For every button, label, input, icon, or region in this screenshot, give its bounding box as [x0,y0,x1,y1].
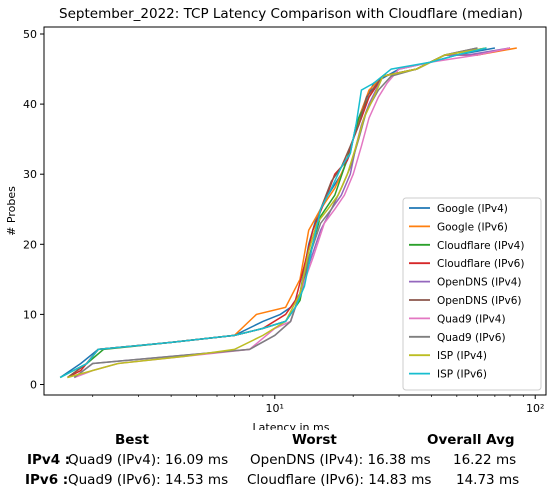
header-worst: Worst [292,432,337,448]
legend-entry: OpenDNS (IPv6) [437,295,522,307]
legend-box [402,197,542,391]
series-line-10 [59,47,487,379]
x-axis-ticks: 10¹ 10² [92,395,544,415]
legend-entry: Quad9 (IPv6) [437,332,506,344]
legend-entry: ISP (IPv4) [437,350,487,362]
y-axis-ticks: 0 10 20 30 40 50 [23,28,44,391]
y-tick-label: 0 [30,378,37,391]
y-tick-label: 50 [23,28,37,41]
legend: Google (IPv4) Google (IPv6) Cloudflare (IP… [402,197,542,391]
y-tick-label: 10 [23,308,37,321]
legend-entry: OpenDNS (IPv4) [437,277,522,289]
header-overall-avg: Overall Avg [427,432,515,448]
summary-table: Best Worst Overall Avg IPv4 : Quad9 (IPv… [0,430,551,494]
best-ipv4: Quad9 (IPv4): 16.09 ms [68,452,229,468]
y-axis-label: # Probes [5,186,18,236]
y-tick-label: 40 [23,98,37,111]
avg-ipv4: 16.22 ms [453,452,517,468]
series-line-8 [73,47,478,379]
best-ipv6: Quad9 (IPv6): 14.53 ms [68,472,229,488]
x-tick-label: 10² [526,402,544,415]
x-axis-label: Latency in ms [253,421,330,430]
legend-entry: Quad9 (IPv4) [437,313,506,325]
row-label-ipv6: IPv6 : [25,472,69,488]
worst-ipv6: Cloudflare (IPv6): 14.83 ms [247,472,432,488]
legend-entry: Cloudflare (IPv4) [437,240,524,252]
plot-lines [59,47,517,379]
legend-entry: Google (IPv6) [437,221,508,233]
plot-frame [43,26,547,396]
x-tick-label: 10¹ [266,402,284,415]
legend-entry: Cloudflare (IPv6) [437,258,524,270]
series-line-9 [67,47,487,379]
legend-entry: Google (IPv4) [437,203,508,215]
chart-title: September_2022: TCP Latency Comparison w… [59,6,523,22]
worst-ipv4: OpenDNS (IPv4): 16.38 ms [250,452,431,468]
legend-entry: ISP (IPv6) [437,369,487,381]
avg-ipv6: 14.73 ms [456,472,520,488]
y-tick-label: 20 [23,238,37,251]
latency-chart: September_2022: TCP Latency Comparison w… [5,6,547,430]
y-tick-label: 30 [23,168,37,181]
row-label-ipv4: IPv4 : [27,452,71,468]
header-best: Best [115,432,149,448]
